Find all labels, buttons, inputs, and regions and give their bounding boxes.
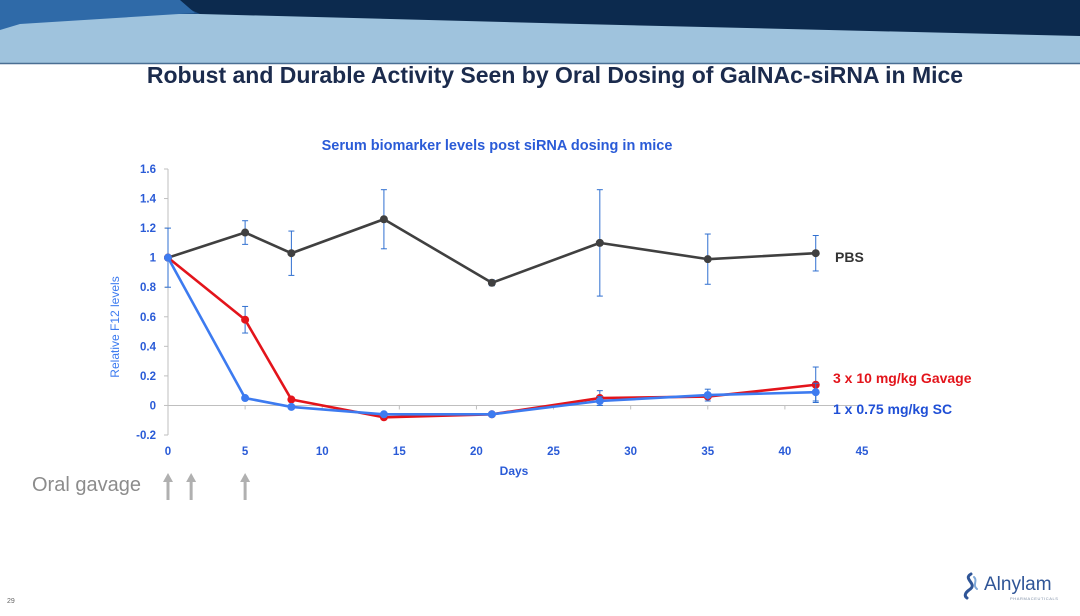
oral-gavage-arrows [163,473,251,500]
y-tick-label: 1.2 [140,223,156,235]
x-tick-label: 5 [242,446,249,458]
series-line-sc [166,257,816,416]
data-point-pbs [287,249,296,258]
x-tick-label: 40 [778,446,791,458]
logo-mark-icon [963,572,978,600]
header-dark-band [0,0,1080,36]
series-sc: 1 x 0.75 mg/kg SC [164,253,952,419]
data-point-sc [487,410,496,419]
y-tick-label: 0.4 [140,341,157,353]
data-point-sc [241,394,250,403]
data-point-sc [287,402,296,411]
series-label-sc: 1 x 0.75 mg/kg SC [833,401,952,417]
x-tick-label: 20 [470,446,483,458]
axes: -0.2 0 0.2 0.4 0.6 0.8 1 1.2 1.4 1.6 0 5 10 15 20 25 30 3… [136,164,869,458]
y-tick-label: 0.8 [140,282,157,294]
company-logo: Alnylam PHARMACEUTICALS [958,571,1062,605]
x-tick-label: 15 [393,446,406,458]
dose-arrow-icon [186,473,197,500]
series-pbs: PBS [164,189,864,297]
dose-arrow-icon [240,473,251,500]
data-point-sc [595,397,604,406]
data-point-gavage [287,395,296,404]
data-point-gavage [241,315,250,324]
series-line-pbs [167,217,816,285]
dose-arrow-icon [163,473,173,500]
series-gavage: 3 x 10 mg/kg Gavage [164,253,972,422]
series-label-gavage: 3 x 10 mg/kg Gavage [833,370,972,386]
x-tick-label: 25 [547,446,560,458]
chart-title: Serum biomarker levels post siRNA dosing… [322,138,673,154]
logo-text: Alnylam [984,574,1052,595]
x-tick-label: 35 [701,446,714,458]
slide-title: Robust and Durable Activity Seen by Oral… [146,62,964,88]
x-tick-label: 45 [856,446,869,458]
series-label-pbs: PBS [835,249,864,265]
data-point-sc [164,253,172,262]
data-point-pbs [241,228,250,237]
data-point-pbs [487,278,496,287]
series: PBS 3 x 10 mg/kg Gavage 1 x 0.75 mg/kg SC [164,189,972,422]
data-point-sc [379,410,388,419]
header-band [0,0,1080,65]
data-point-pbs [379,215,388,224]
x-tick-label: 0 [165,446,171,458]
y-tick-label: 1.6 [140,164,156,176]
x-tick-label: 10 [316,446,329,458]
y-tick-label: 0.2 [140,371,156,383]
x-axis-label: Days [500,464,529,478]
data-point-sc [811,388,820,397]
x-tick-label: 30 [624,446,637,458]
data-point-sc [703,391,712,400]
data-point-pbs [811,249,820,258]
data-point-pbs [703,255,712,264]
oral-gavage-label: Oral gavage [32,474,141,496]
header-swoosh [0,0,195,30]
y-tick-label: 0 [150,400,156,412]
y-tick-label: 1 [150,253,157,265]
y-tick-label: -0.2 [136,430,156,442]
y-axis-label: Relative F12 levels [108,276,122,377]
logo-tagline: PHARMACEUTICALS [1010,596,1059,601]
data-point-pbs [595,238,604,247]
y-tick-label: 1.4 [140,194,157,206]
y-tick-label: 0.6 [140,312,156,324]
page-number: 29 [7,598,15,605]
